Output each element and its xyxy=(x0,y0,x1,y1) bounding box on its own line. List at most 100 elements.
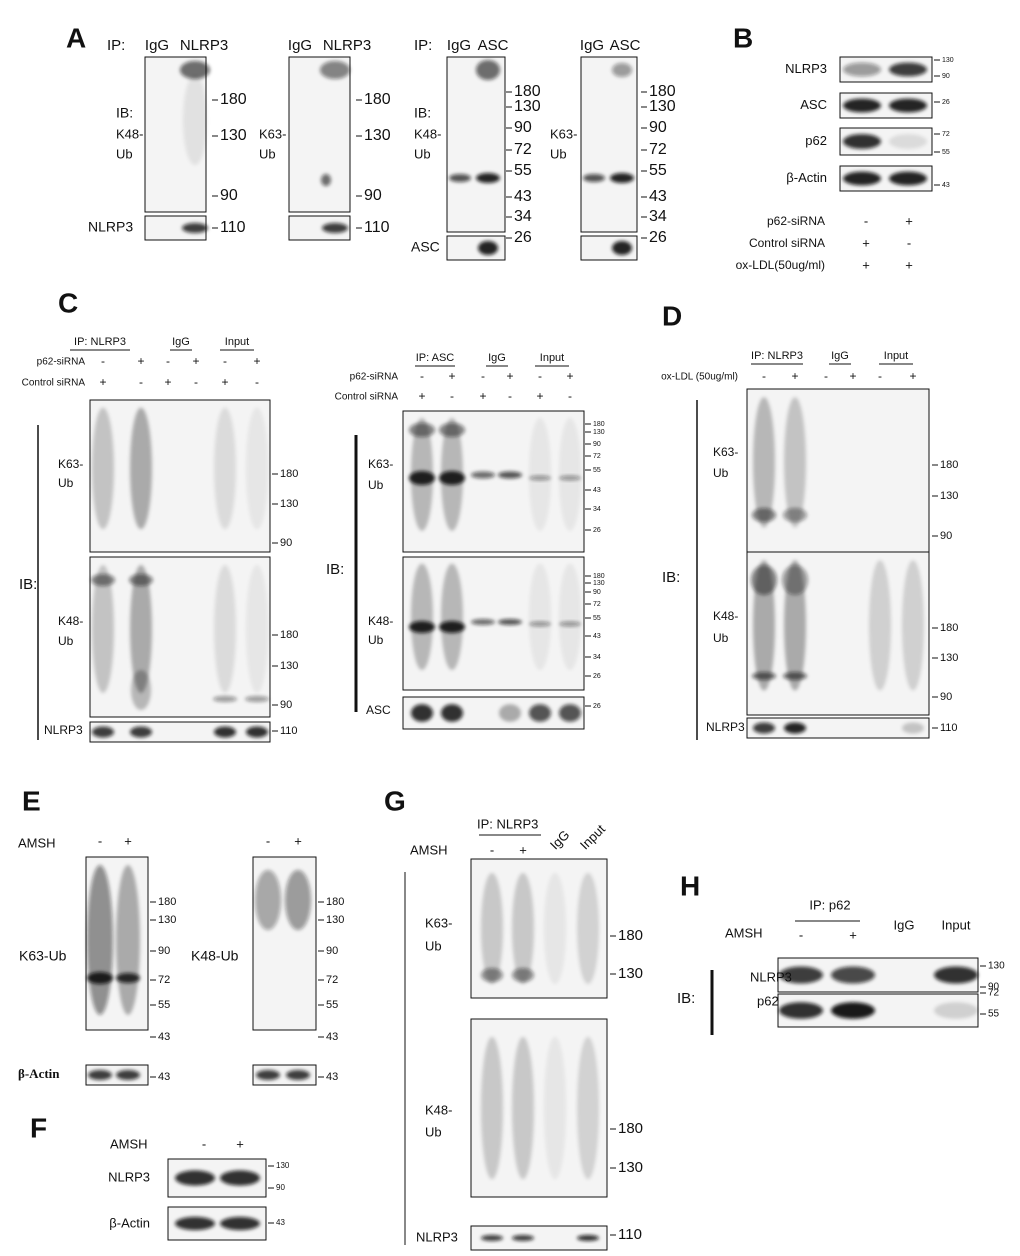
label: + xyxy=(294,833,302,848)
band xyxy=(843,98,881,113)
label: - xyxy=(101,354,105,368)
label: Ub xyxy=(368,633,384,647)
marker-label: 90 xyxy=(280,699,292,711)
band xyxy=(478,241,498,255)
label: NLRP3 xyxy=(88,219,133,235)
band xyxy=(751,565,777,595)
marker-label: 34 xyxy=(649,208,667,225)
marker-label: 55 xyxy=(593,615,601,622)
label: IB: xyxy=(19,576,37,593)
blot xyxy=(746,551,930,716)
marker-label: 34 xyxy=(593,654,601,661)
band xyxy=(471,619,495,625)
label: IP: NLRP3 xyxy=(477,816,538,831)
label: IP: ASC xyxy=(416,352,455,364)
band xyxy=(481,968,503,982)
label: NLRP3 xyxy=(108,1169,150,1184)
marker-label: 180 xyxy=(514,83,541,100)
marker-label: 90 xyxy=(942,73,950,80)
band xyxy=(783,672,807,680)
marker-label: 43 xyxy=(326,1031,338,1043)
label: K48- xyxy=(425,1102,452,1117)
marker-label: 43 xyxy=(593,487,601,494)
band xyxy=(753,397,775,528)
label: AMSH xyxy=(18,835,56,850)
label: AMSH xyxy=(110,1136,148,1151)
label: IgG xyxy=(288,37,312,54)
blot xyxy=(288,56,351,213)
marker-label: 130 xyxy=(326,914,344,926)
label: K63- xyxy=(368,457,393,471)
band xyxy=(889,134,927,149)
label: Ub xyxy=(425,1124,442,1139)
label: - xyxy=(490,842,494,857)
label: IgG xyxy=(172,336,190,348)
band xyxy=(246,407,268,530)
marker-label: 90 xyxy=(326,945,338,957)
marker-label: 43 xyxy=(649,188,667,205)
marker-label: 180 xyxy=(593,573,605,580)
band xyxy=(471,471,495,479)
label: IB: xyxy=(677,990,695,1007)
marker-label: 90 xyxy=(988,982,1000,993)
marker-label: 130 xyxy=(618,1159,643,1176)
label: + xyxy=(448,369,455,383)
band xyxy=(180,61,210,79)
blot xyxy=(402,556,585,691)
band xyxy=(512,872,534,985)
label: ox-LDL (50ug/ml) xyxy=(661,372,738,383)
band xyxy=(175,1216,215,1231)
band xyxy=(529,475,551,481)
label: + xyxy=(849,927,857,942)
marker-label: 180 xyxy=(940,459,958,471)
band xyxy=(129,574,153,586)
label: + xyxy=(849,369,856,383)
label: - xyxy=(864,213,868,228)
label: - xyxy=(508,389,512,403)
band xyxy=(411,563,433,671)
band xyxy=(934,1002,978,1019)
band xyxy=(130,565,152,693)
label: + xyxy=(418,389,425,403)
band xyxy=(439,621,465,633)
marker-label: 90 xyxy=(649,119,667,136)
band xyxy=(441,704,463,722)
label: - xyxy=(266,833,270,848)
marker-label: 90 xyxy=(514,119,532,136)
marker-label: 180 xyxy=(280,468,298,480)
marker-label: 180 xyxy=(364,91,391,108)
marker-label: 130 xyxy=(940,490,958,502)
label: + xyxy=(192,354,199,368)
marker-label: 130 xyxy=(618,965,643,982)
band xyxy=(782,565,808,595)
label: + xyxy=(506,369,513,383)
label: IB: xyxy=(326,561,344,578)
label: p62 xyxy=(805,133,827,148)
marker-label: 130 xyxy=(514,98,541,115)
label: + xyxy=(221,375,228,389)
band xyxy=(612,63,632,77)
band xyxy=(869,560,891,691)
label: - xyxy=(568,389,572,403)
label: Ub xyxy=(259,146,276,161)
band xyxy=(843,62,881,77)
marker-label: 43 xyxy=(326,1071,338,1083)
label: - xyxy=(420,369,424,383)
label: + xyxy=(236,1136,244,1151)
band xyxy=(612,241,632,255)
label: p62-siRNA xyxy=(37,357,86,368)
label: NLRP3 xyxy=(44,723,83,737)
marker-label: 130 xyxy=(942,57,954,64)
label: ASC xyxy=(478,37,509,54)
marker-label: 130 xyxy=(364,127,391,144)
band xyxy=(481,1235,503,1241)
label: Ub xyxy=(58,634,74,648)
marker-label: 26 xyxy=(514,229,532,246)
band xyxy=(409,423,435,437)
marker-label: 90 xyxy=(280,537,292,549)
label: Ub xyxy=(713,466,729,480)
band xyxy=(577,872,599,985)
label: K63- xyxy=(550,126,577,141)
band xyxy=(214,726,236,738)
